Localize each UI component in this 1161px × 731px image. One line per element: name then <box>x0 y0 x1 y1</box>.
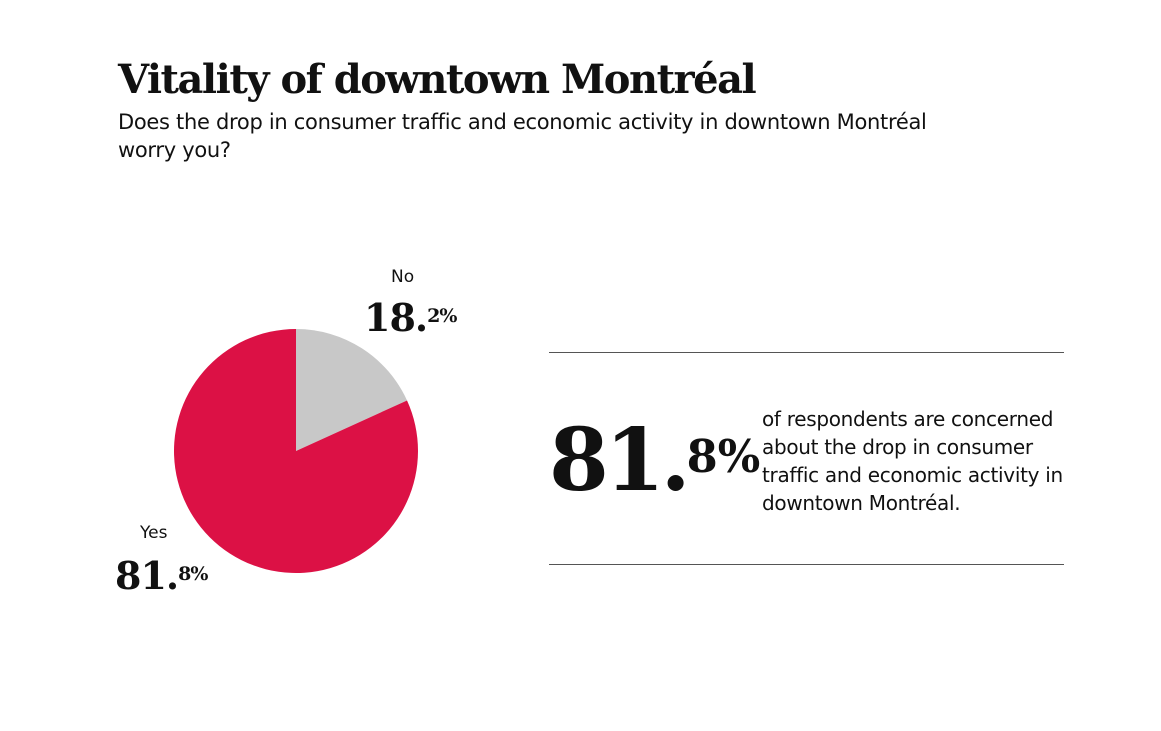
divider-bottom <box>549 564 1064 565</box>
label-yes-value: 81.8% <box>115 553 208 598</box>
label-yes-category: Yes <box>140 523 168 543</box>
label-no-category: No <box>391 267 415 287</box>
callout-text: of respondents are concerned about the d… <box>762 407 1063 515</box>
chart-title: Vitality of downtown Montréal <box>118 56 757 103</box>
callout-value: 81.8% <box>549 410 761 511</box>
pie-slice-yes <box>173 329 418 573</box>
divider-top <box>549 352 1064 353</box>
label-no-value: 18.2% <box>364 295 457 340</box>
pie-slice-no <box>296 329 408 451</box>
chart-subtitle: Does the drop in consumer traffic and ec… <box>118 110 927 162</box>
